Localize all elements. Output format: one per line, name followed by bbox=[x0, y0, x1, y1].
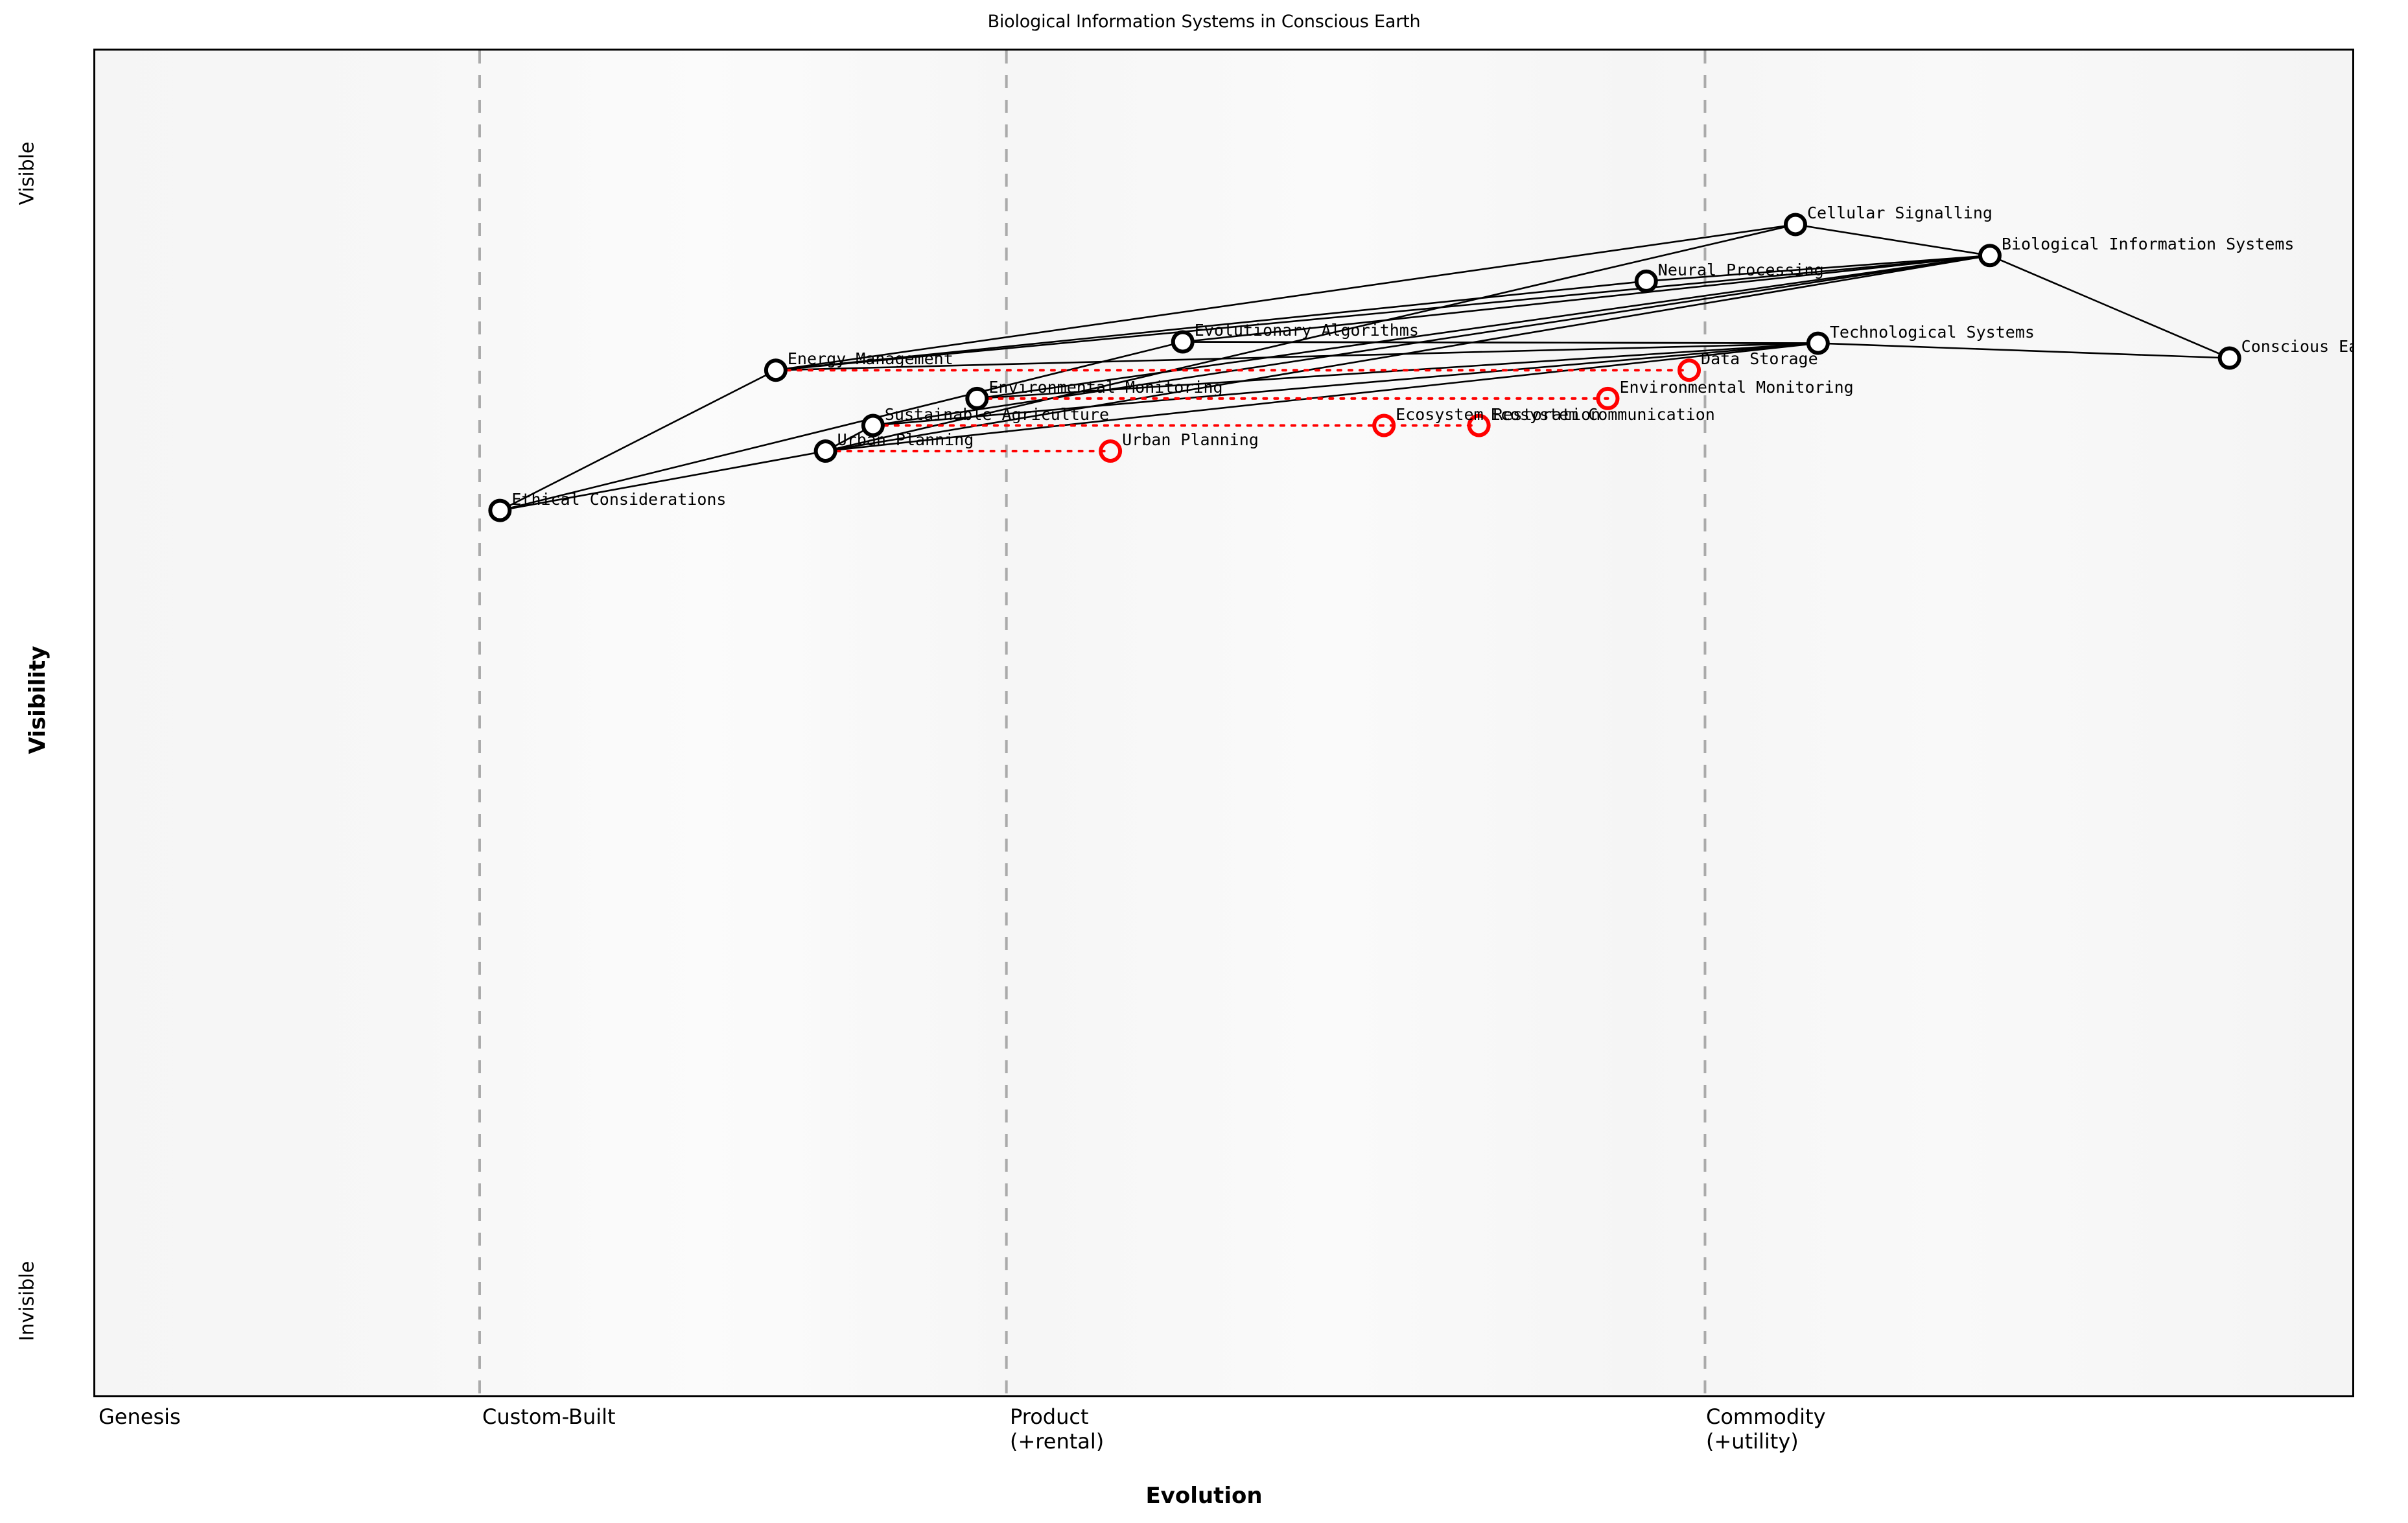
x-tick-product: Product (+rental) bbox=[1010, 1404, 1105, 1454]
map-link bbox=[1795, 224, 1991, 257]
map-node[interactable] bbox=[861, 413, 885, 437]
map-link bbox=[500, 341, 1184, 511]
map-link bbox=[1182, 255, 1991, 343]
map-link bbox=[1646, 255, 1991, 283]
map-node[interactable] bbox=[965, 386, 989, 410]
y-tick-visible: Visible bbox=[16, 141, 39, 205]
x-axis-label: Evolution bbox=[1145, 1483, 1263, 1509]
map-link bbox=[499, 369, 777, 511]
map-link bbox=[1818, 342, 2230, 359]
map-node[interactable] bbox=[488, 498, 512, 522]
y-tick-invisible: Invisible bbox=[16, 1261, 39, 1342]
map-link bbox=[500, 450, 826, 511]
map-link bbox=[825, 342, 1818, 452]
map-link bbox=[1182, 341, 1818, 344]
map-link bbox=[775, 280, 1646, 371]
x-tick-commodity: Commodity (+utility) bbox=[1706, 1404, 1826, 1454]
map-link bbox=[775, 342, 1818, 371]
evolve-target-node[interactable] bbox=[1099, 439, 1123, 463]
map-node[interactable] bbox=[1806, 331, 1830, 355]
plot-area: Conscious EarthBiological Information Sy… bbox=[93, 49, 2354, 1397]
map-link bbox=[775, 255, 1991, 371]
evolve-target-node[interactable] bbox=[1596, 386, 1620, 410]
map-node[interactable] bbox=[2217, 346, 2241, 370]
x-tick-custom-built: Custom-Built bbox=[482, 1404, 616, 1429]
evolve-target-node[interactable] bbox=[1467, 413, 1491, 437]
map-link bbox=[1989, 255, 2230, 359]
map-link bbox=[977, 342, 1818, 400]
map-node[interactable] bbox=[1634, 269, 1658, 293]
page-title: Biological Information Systems in Consci… bbox=[987, 12, 1421, 32]
map-link bbox=[825, 224, 1796, 452]
y-axis-label: Visibility bbox=[25, 645, 51, 754]
evolve-target-node[interactable] bbox=[1372, 413, 1396, 437]
map-link bbox=[977, 255, 1991, 400]
map-node[interactable] bbox=[764, 358, 788, 382]
map-node[interactable] bbox=[813, 439, 837, 463]
plot-canvas bbox=[478, 51, 2241, 1395]
map-node[interactable] bbox=[1978, 244, 2002, 268]
map-node[interactable] bbox=[1783, 213, 1807, 237]
map-link bbox=[872, 342, 1818, 426]
map-node[interactable] bbox=[1171, 330, 1195, 354]
x-tick-genesis: Genesis bbox=[99, 1404, 181, 1429]
evolve-target-node[interactable] bbox=[1677, 358, 1701, 382]
map-link bbox=[775, 224, 1796, 371]
